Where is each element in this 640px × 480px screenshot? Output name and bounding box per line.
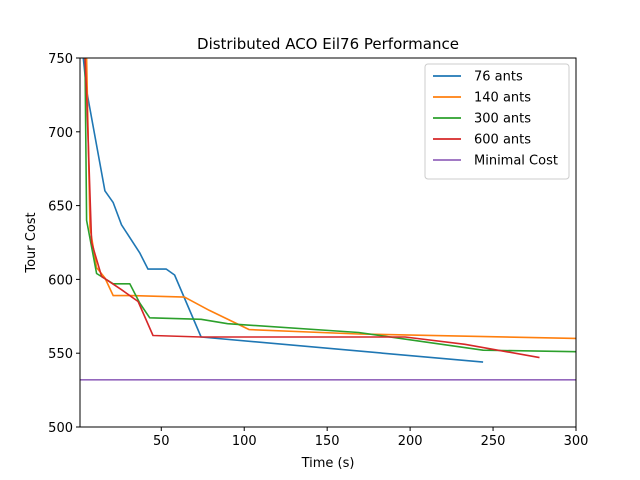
legend-label: 600 ants bbox=[474, 133, 531, 148]
chart-title: Distributed ACO Eil76 Performance bbox=[197, 35, 459, 53]
y-axis-title: Tour Cost bbox=[24, 212, 39, 273]
legend-label: 140 ants bbox=[474, 91, 531, 106]
x-axis: 50 100 150 200 250 300 bbox=[153, 427, 588, 449]
x-tick-label: 200 bbox=[398, 434, 423, 449]
legend-box bbox=[424, 63, 570, 180]
x-tick-label: 150 bbox=[315, 434, 340, 449]
series-layer bbox=[80, 58, 576, 381]
series-line-600-ants bbox=[84, 58, 540, 359]
y-axis: 500 550 600 650 700 750 bbox=[48, 52, 80, 436]
plot-frame bbox=[79, 57, 577, 428]
legend: 76 ants 140 ants 300 ants 600 ants Minimal C… bbox=[424, 63, 570, 180]
series-line-76-ants bbox=[82, 58, 484, 363]
series-line-300-ants bbox=[84, 58, 576, 353]
x-tick-label: 300 bbox=[564, 434, 589, 449]
x-axis-title: Time (s) bbox=[301, 456, 355, 471]
x-tick-label: 250 bbox=[481, 434, 506, 449]
y-tick-label: 600 bbox=[48, 273, 73, 288]
plot-area bbox=[79, 57, 577, 428]
x-tick-label: 50 bbox=[153, 434, 170, 449]
legend-label: 76 ants bbox=[474, 70, 523, 85]
x-tick-label: 100 bbox=[232, 434, 257, 449]
y-tick-label: 500 bbox=[48, 421, 73, 436]
legend-label: Minimal Cost bbox=[474, 154, 558, 169]
y-tick-label: 650 bbox=[48, 200, 73, 215]
y-tick-label: 750 bbox=[48, 52, 73, 67]
y-tick-label: 700 bbox=[48, 126, 73, 141]
legend-label: 300 ants bbox=[474, 112, 531, 127]
y-tick-label: 550 bbox=[48, 347, 73, 362]
